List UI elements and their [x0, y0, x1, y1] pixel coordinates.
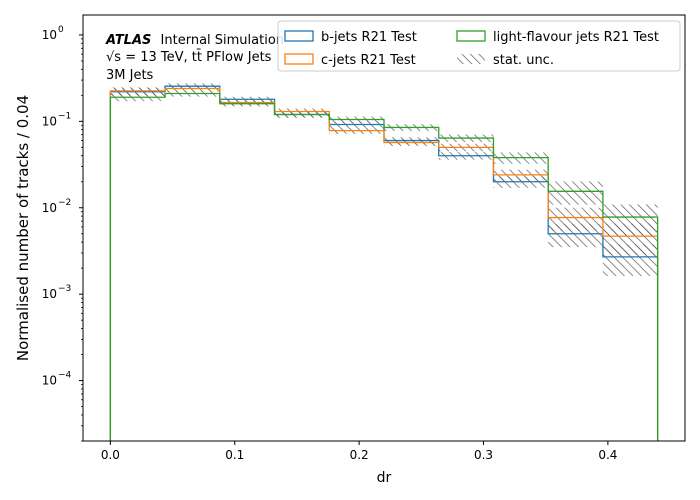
atlas-annotation: ATLAS Internal Simulation √s = 13 TeV, t…: [105, 33, 284, 83]
annotation-energy: √s = 13 TeV, tt̄ PFlow Jets: [106, 50, 272, 65]
y-tick-label: 10: [42, 201, 57, 215]
legend: b-jets R21 Test c-jets R21 Test light-fl…: [277, 20, 681, 72]
atlas-label-line: ATLAS Internal Simulation: [105, 33, 284, 48]
x-axis-label: dr: [377, 470, 392, 486]
stat-unc-band: [548, 207, 603, 231]
legend-label-b-jets: b-jets R21 Test: [321, 30, 417, 45]
y-tick-label-exponent: −4: [58, 371, 72, 381]
atlas-label: ATLAS: [105, 33, 151, 48]
legend-swatch-b-jets: [284, 30, 314, 42]
y-tick-label: 10: [42, 287, 57, 301]
legend-label-light-jets: light-flavour jets R21 Test: [493, 30, 659, 45]
legend-frame: [277, 20, 681, 72]
legend-label-stat-unc: stat. unc.: [493, 53, 554, 68]
x-tick-label: 0.4: [598, 448, 617, 462]
y-tick-label-exponent: −3: [58, 284, 71, 294]
series-line-light-jets: [109, 92, 659, 441]
series-line-c-jets: [109, 87, 659, 441]
y-axis-label: Normalised number of tracks / 0.04: [14, 95, 32, 361]
x-tick-label: 0.2: [350, 448, 369, 462]
y-tick-label-exponent: −2: [58, 198, 71, 208]
y-tick-label: 10: [42, 28, 57, 42]
stat-uncertainty-bands: [110, 83, 658, 277]
y-tick-label: 10: [42, 374, 57, 388]
annotation-jets: 3M Jets: [106, 68, 154, 83]
legend-label-c-jets: c-jets R21 Test: [321, 53, 416, 68]
x-tick-label: 0.0: [101, 448, 120, 462]
atlas-suffix: Internal Simulation: [161, 33, 284, 48]
stat-unc-band: [602, 204, 658, 237]
legend-swatch-light-jets: [456, 30, 486, 42]
x-tick-label: 0.3: [474, 448, 493, 462]
legend-swatch-stat-unc: [457, 54, 485, 64]
x-axis-ticks: 0.0 0.1 0.2 0.3 0.4: [101, 441, 617, 462]
series-lines: [109, 85, 659, 441]
y-tick-label-exponent: 0: [58, 25, 64, 35]
plot-frame: [82, 14, 686, 442]
y-tick-label-exponent: −1: [58, 111, 71, 121]
y-tick-label: 10: [42, 114, 57, 128]
x-tick-label: 0.1: [225, 448, 244, 462]
stat-unc-band: [548, 181, 603, 205]
legend-swatch-c-jets: [284, 53, 314, 65]
